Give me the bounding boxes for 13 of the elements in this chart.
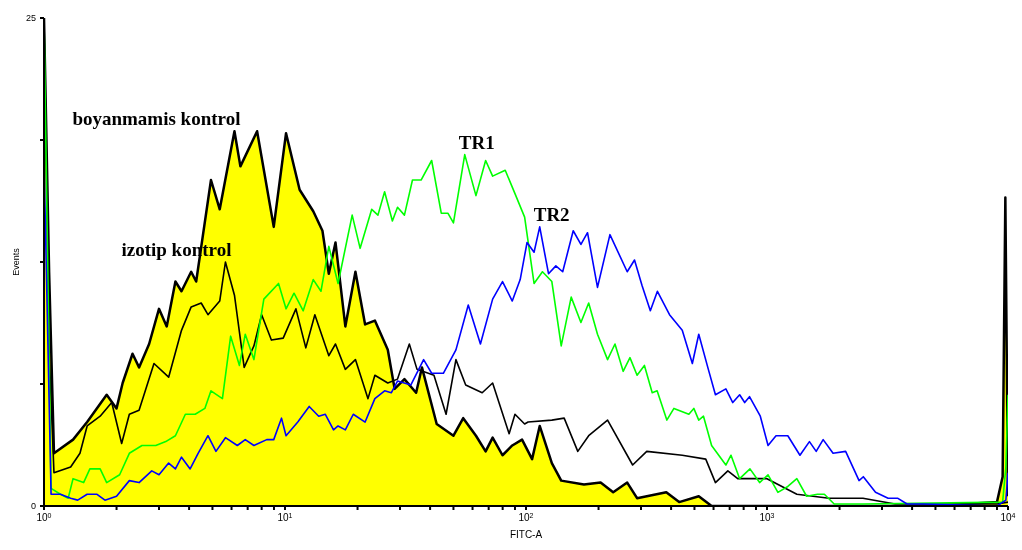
x-tick-label: 10$^{1}$ (277, 511, 293, 523)
x-tick-label: 10$^{4}$ (1000, 511, 1016, 523)
y-tick-label: 25 (25, 13, 36, 23)
x-tick-label: 10$^{3}$ (759, 511, 775, 523)
y-tick-label: 0 (30, 501, 36, 511)
x-axis-title: FITC-A (509, 529, 543, 540)
y-axis-title: Events (11, 247, 22, 276)
series-label: TR1 (458, 131, 495, 153)
x-tick-label: 10$^{2}$ (518, 511, 534, 523)
series-label: boyanmamis kontrol (72, 108, 241, 130)
series-label: izotip kontrol (121, 239, 232, 260)
x-tick-label: 10$^{0}$ (36, 511, 52, 523)
series-label: TR2 (533, 203, 570, 225)
